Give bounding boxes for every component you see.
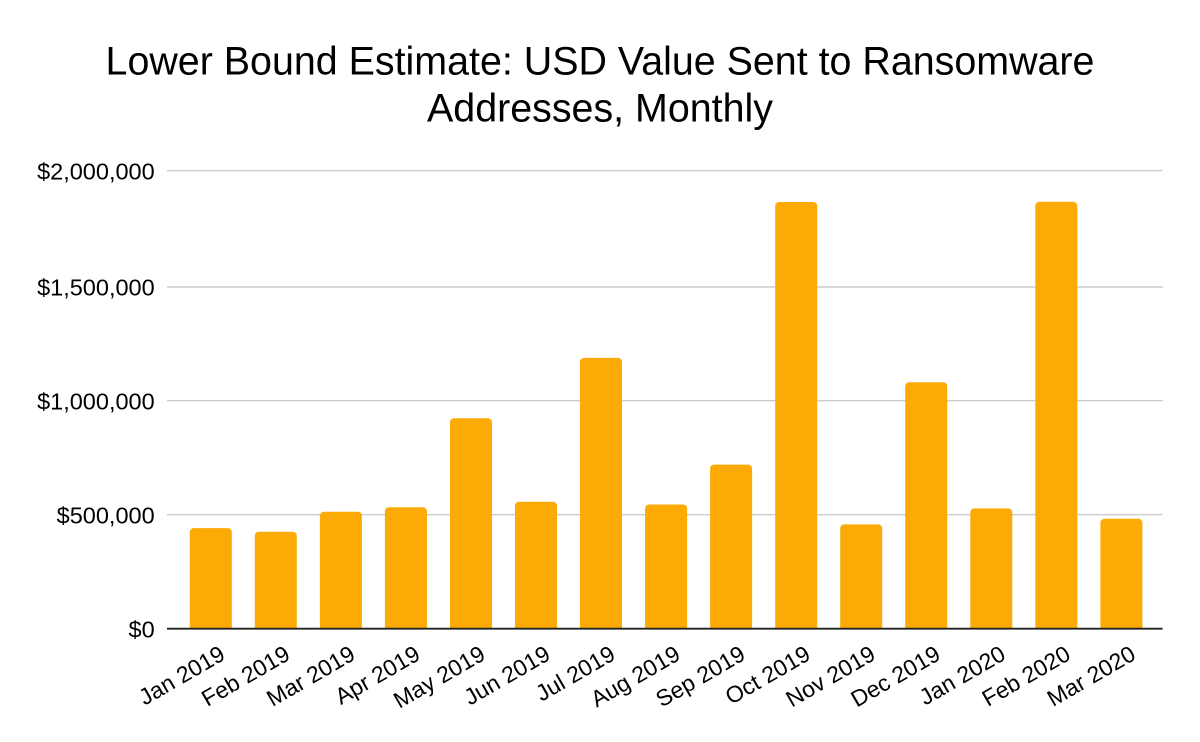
svg-text:$0: $0 bbox=[129, 616, 155, 642]
svg-text:$500,000: $500,000 bbox=[57, 502, 155, 528]
svg-text:Addresses, Monthly: Addresses, Monthly bbox=[427, 87, 773, 131]
svg-text:Lower Bound Estimate: USD Valu: Lower Bound Estimate: USD Value Sent to … bbox=[106, 39, 1095, 83]
svg-text:$1,000,000: $1,000,000 bbox=[37, 388, 155, 414]
svg-text:$2,000,000: $2,000,000 bbox=[37, 158, 155, 184]
svg-text:$1,500,000: $1,500,000 bbox=[37, 275, 155, 301]
